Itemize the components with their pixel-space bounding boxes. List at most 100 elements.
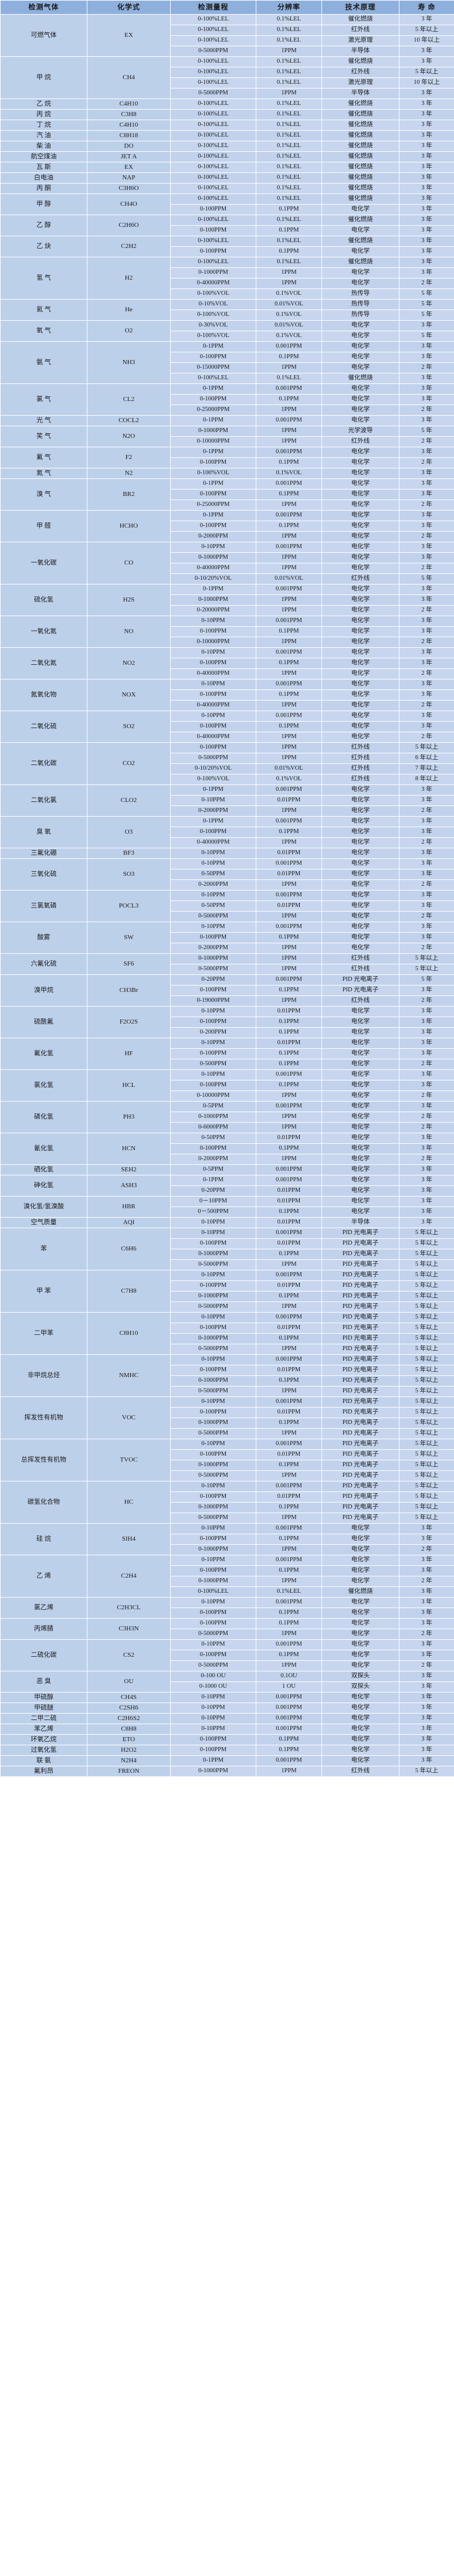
table-row: 0-40000PPM 1PPM 电化学 2 年 (1, 563, 454, 574)
cell-resolution: 0.01PPM (256, 900, 322, 912)
cell-resolution: 0.1%LEL (256, 193, 322, 205)
cell-detection-range: 0-5000PPM (170, 1344, 256, 1355)
table-row: 光 气 COCL2 0-1PPM 0.001PPM 电化学 3 年 (0, 415, 454, 426)
cell-detection-range: 0-2000PPM (170, 943, 256, 954)
cell-detection-range: 0-1000PPM (170, 953, 256, 964)
cell-detection-range: 0-1000PPM (170, 1333, 256, 1344)
table-row: 丙烯腈 C3H3N 0-100PPM 0.1PPM 电化学 3 年 (0, 1618, 454, 1640)
cell-detection-range: 0-100PPM (170, 1238, 256, 1249)
cell-lifetime: 3 年 (399, 985, 454, 996)
cell-gas-name: 汽 油 (0, 130, 87, 141)
cell-chemical-formula: HC (87, 1481, 171, 1524)
cell-gas-name: 一氧化碳 (0, 542, 87, 584)
cell-technology: 电化学 (321, 689, 399, 701)
table-row: 臭 氧 O3 0-1PPM 0.001PPM 电化学 3 年 (0, 816, 454, 848)
cell-gas-name: 氟利昂 (0, 1766, 87, 1777)
cell-lifetime: 5 年以上 (399, 1280, 454, 1292)
cell-resolution: 1PPM (256, 753, 322, 764)
cell-lifetime: 3 年 (399, 468, 454, 479)
cell-detection-range: 0-1000PPM (170, 426, 256, 437)
cell-resolution: 0.01PPM (256, 848, 322, 859)
cell-technology: 电化学 (321, 827, 399, 838)
cell-lifetime: 3 年 (399, 1048, 454, 1059)
cell-resolution: 0.01%VOL (256, 573, 322, 584)
cell-resolution: 0.001PPM (256, 542, 322, 553)
cell-technology: 红外线 (321, 1766, 399, 1777)
cell-resolution: 1PPM (256, 837, 322, 848)
cell-gas-name: 挥发性有机物 (0, 1396, 87, 1439)
cell-resolution: 0.1%LEL (256, 56, 322, 67)
cell-detection-range: 0-10000PPM (170, 1090, 256, 1102)
cell-lifetime: 5 年以上 (399, 1291, 454, 1302)
cell-lifetime: 3 年 (399, 711, 454, 722)
cell-resolution: 0.1%LEL (256, 14, 322, 25)
cell-technology: 电化学 (321, 1196, 399, 1207)
cell-detection-range: 0-100%LEL (170, 193, 256, 205)
cell-chemical-formula: POCL3 (87, 890, 171, 922)
table-row: 一氧化氮 NO 0-10PPM 0.001PPM 电化学 3 年 (0, 616, 454, 648)
cell-detection-range: 0-1000PPM (170, 267, 256, 278)
cell-detection-range: 0-10PPM (170, 890, 256, 901)
cell-resolution: 1PPM (256, 1112, 322, 1123)
cell-gas-name: 苯 (0, 1228, 87, 1270)
cell-technology: 热传导 (321, 299, 399, 310)
table-row: 甲 烷 CH4 0-100%LEL 0.1%LEL 催化燃烧 3 年 (0, 56, 454, 99)
table-row: 氯化氢 HCL 0-10PPM 0.001PPM 电化学 3 年 (0, 1069, 454, 1102)
cell-lifetime: 10 年以上 (399, 35, 454, 46)
cell-detection-range: 0-1000PPM (170, 594, 256, 606)
cell-chemical-formula: SO2 (87, 711, 171, 743)
cell-resolution: 0.01PPM (256, 1491, 322, 1503)
cell-technology: 电化学 (321, 1565, 399, 1576)
cell-resolution: 0.1%LEL (256, 98, 322, 110)
cell-technology: 催化燃烧 (321, 373, 399, 384)
cell-detection-range: 0-100PPM (170, 457, 256, 468)
cell-detection-range: 0-100PPM (170, 1449, 256, 1460)
cell-lifetime: 3 年 (399, 447, 454, 458)
cell-resolution: 0.1PPM (256, 932, 322, 943)
cell-lifetime: 3 年 (399, 1164, 454, 1175)
cell-detection-range: 0-100%LEL (170, 56, 256, 67)
table-row: 0-10/20%VOL 0.01%VOL 红外线 5 年 (1, 573, 454, 584)
cell-lifetime: 5 年以上 (399, 1354, 454, 1365)
cell-chemical-formula: CH4 (87, 56, 171, 99)
cell-detection-range: 0-10PPM (170, 1228, 256, 1239)
cell-chemical-formula: N2H4 (87, 1755, 171, 1766)
cell-gas-name: 瓦 斯 (0, 162, 87, 173)
table-row: 二氧化硫 SO2 0-10PPM 0.001PPM 电化学 3 年 (0, 711, 454, 743)
cell-chemical-formula: NO2 (87, 647, 171, 679)
table-row: 0-1000PPM 0.1PPM PID 光电离子 5 年以上 (1, 1249, 454, 1260)
table-row: 挥发性有机物 VOC 0-10PPM 0.001PPM PID 光电离子 5 年以上 (0, 1396, 454, 1439)
table-row: 酸雾 SW 0-10PPM 0.001PPM 电化学 3 年 (0, 922, 454, 954)
table-row: 0-40000PPM 1PPM 电化学 2 年 (1, 732, 454, 743)
table-row: 0-100PPM 0.01PPM PID 光电离子 5 年以上 (1, 1407, 454, 1418)
cell-detection-range: 0-1000PPM (170, 1112, 256, 1123)
cell-technology: 电化学 (321, 552, 399, 563)
cell-technology: 电化学 (321, 331, 399, 342)
table-row: 二氧化氮 NO2 0-10PPM 0.001PPM 电化学 3 年 (0, 647, 454, 679)
cell-lifetime: 3 年 (399, 521, 454, 532)
cell-technology: PID 光电离子 (321, 1481, 399, 1492)
cell-resolution: 0.1%LEL (256, 373, 322, 384)
cell-lifetime: 3 年 (399, 56, 454, 67)
cell-lifetime: 3 年 (399, 1038, 454, 1049)
cell-resolution: 1PPM (256, 964, 322, 975)
table-row: 0-25000PPM 1PPM 电化学 2 年 (1, 499, 454, 511)
cell-resolution: 0.1PPM (256, 457, 322, 468)
cell-technology: PID 光电离子 (321, 1228, 399, 1239)
cell-technology: 电化学 (321, 932, 399, 943)
cell-resolution: 0.1%VOL (256, 310, 322, 321)
cell-resolution: 0.01PPM (256, 869, 322, 880)
cell-detection-range: 0-10PPM (170, 922, 256, 933)
cell-technology: PID 光电离子 (321, 1301, 399, 1313)
cell-detection-range: 0-10PPM (170, 1270, 256, 1281)
cell-resolution: 0.1PPM (256, 689, 322, 701)
table-row: 0-40000PPM 1PPM 电化学 2 年 (1, 668, 454, 679)
cell-detection-range: 0-100PPM (170, 1565, 256, 1576)
cell-lifetime: 5 年以上 (399, 1312, 454, 1323)
cell-detection-range: 0-100PPM (170, 742, 256, 753)
table-row: 非甲烷总烃 NMHC 0-10PPM 0.001PPM PID 光电离子 5 年以上 (0, 1354, 454, 1397)
cell-resolution: 0.001PPM (256, 1439, 322, 1450)
cell-detection-range: 0-2000PPM (170, 879, 256, 891)
cell-lifetime: 2 年 (399, 605, 454, 616)
cell-resolution: 0.01PPM (256, 1217, 322, 1228)
